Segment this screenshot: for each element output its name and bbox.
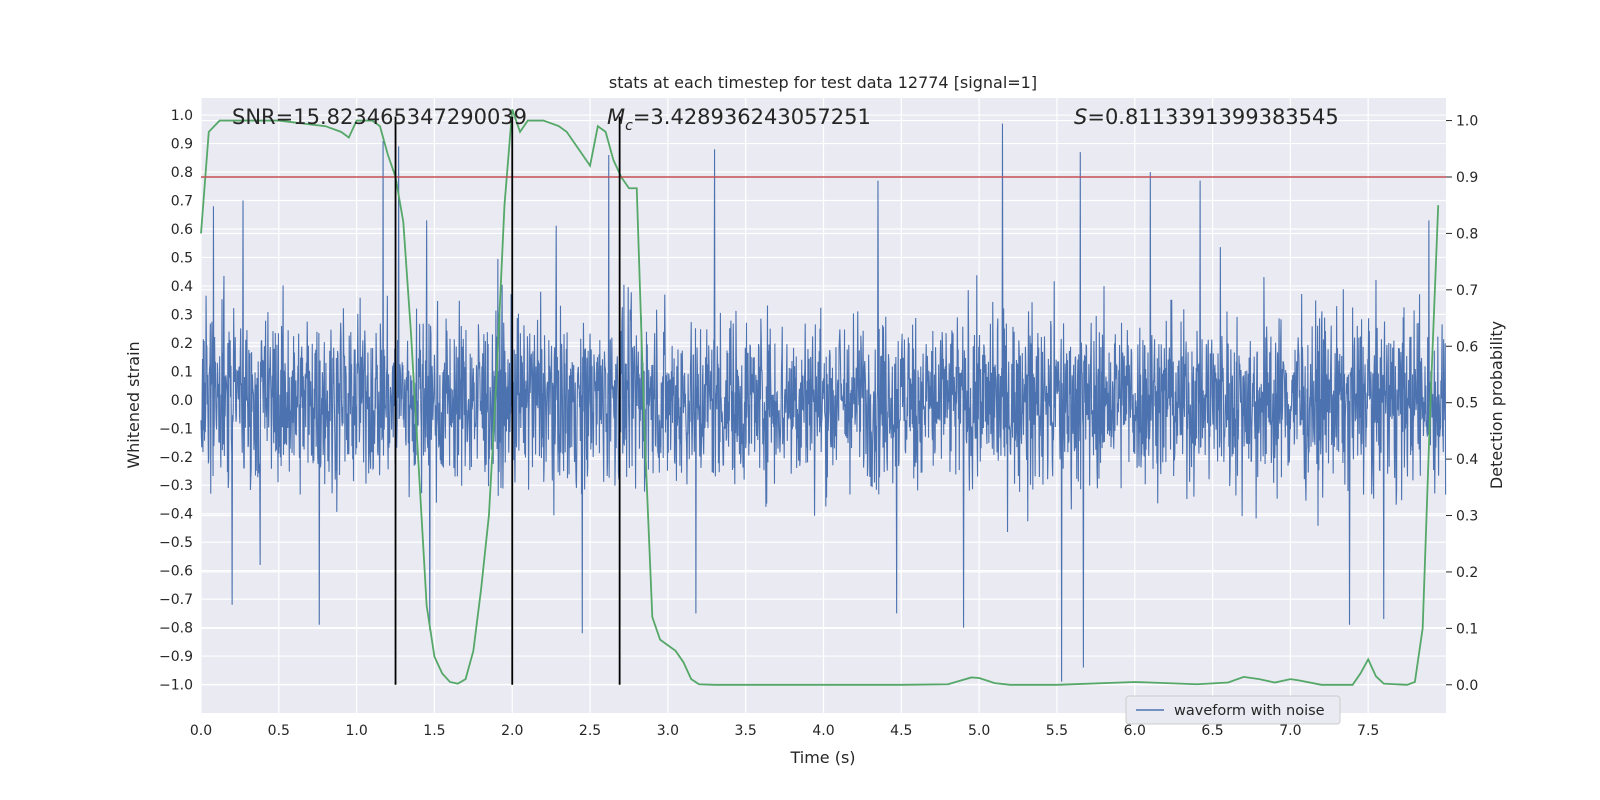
waveform-series <box>200 123 1447 682</box>
mc-subscript: c <box>625 118 633 134</box>
s-annotation: S=0.8113391399383545 <box>1074 105 1339 129</box>
y-axis-right-ticks: 1.0 0.9 0.8 0.7 0.6 0.5 0.4 0.3 0.2 0.1 0.0 <box>1446 114 1478 694</box>
y-axis-left-label: Whitened strain <box>124 341 143 468</box>
x-tick-label: 3.5 <box>735 723 757 739</box>
x-tick-label: 1.0 <box>345 723 367 739</box>
y-left-tick-label: −0.4 <box>159 507 193 523</box>
y-left-tick-label: −0.5 <box>159 535 193 551</box>
waveform-line <box>200 123 1447 682</box>
x-tick-label: 6.0 <box>1124 723 1146 739</box>
legend: waveform with noise <box>1125 695 1341 725</box>
x-tick-label: 2.5 <box>579 723 601 739</box>
chart-title: stats at each timestep for test data 127… <box>609 73 1037 92</box>
y-right-tick-label: 0.0 <box>1456 678 1478 694</box>
x-tick-label: 1.5 <box>423 723 445 739</box>
x-tick-label: 3.0 <box>657 723 679 739</box>
vertical-markers <box>394 116 621 685</box>
y-right-tick-label: 0.8 <box>1456 226 1478 242</box>
y-right-tick-label: 1.0 <box>1456 114 1478 130</box>
y-right-tick-label: 0.7 <box>1456 283 1478 299</box>
y-left-tick-label: 0.9 <box>171 137 193 153</box>
x-tick-label: 4.0 <box>812 723 834 739</box>
y-left-tick-label: 0.8 <box>171 165 193 181</box>
x-tick-label: 0.5 <box>268 723 290 739</box>
probability-series <box>200 108 1440 686</box>
y-left-tick-label: 1.0 <box>171 108 193 124</box>
s-symbol: S <box>1074 105 1087 129</box>
x-tick-label: 4.5 <box>890 723 912 739</box>
y-left-tick-label: 0.7 <box>171 194 193 210</box>
x-tick-label: 2.0 <box>501 723 523 739</box>
y-left-tick-label: −0.7 <box>159 592 193 608</box>
y-axis-left-ticks: 1.0 0.9 0.8 0.7 0.6 0.5 0.4 0.3 0.2 0.1 0.0 −0.1 −0.… <box>159 108 193 693</box>
y-left-tick-label: 0.0 <box>171 393 193 409</box>
x-tick-label: 6.5 <box>1201 723 1223 739</box>
legend-box <box>1125 695 1341 725</box>
mc-value: =3.428936243057251 <box>633 105 871 129</box>
legend-label-waveform: waveform with noise <box>1174 703 1325 719</box>
y-left-tick-label: −1.0 <box>159 678 193 694</box>
detection-probability-line <box>200 108 1440 686</box>
y-left-tick-label: 0.4 <box>171 279 193 295</box>
y-left-tick-label: −0.6 <box>159 564 193 580</box>
x-axis-ticks: 0.0 0.5 1.0 1.5 2.0 2.5 3.0 3.5 4.0 4.5 5.0 5.5 6.0 6… <box>190 723 1379 739</box>
y-right-tick-label: 0.9 <box>1456 170 1478 186</box>
y-right-tick-label: 0.5 <box>1456 396 1478 412</box>
x-tick-label: 5.0 <box>968 723 990 739</box>
chirp-mass-annotation: Mc=3.428936243057251 <box>607 105 871 134</box>
x-tick-label: 7.0 <box>1279 723 1301 739</box>
y-right-tick-label: 0.2 <box>1456 565 1478 581</box>
x-tick-label: 5.5 <box>1046 723 1068 739</box>
mc-symbol: M <box>607 105 625 129</box>
snr-annotation: SNR=15.823465347290039 <box>232 105 527 129</box>
y-left-tick-label: −0.2 <box>159 450 193 466</box>
s-value: =0.8113391399383545 <box>1087 105 1338 129</box>
y-right-tick-label: 0.1 <box>1456 621 1478 637</box>
y-left-tick-label: 0.5 <box>171 250 193 266</box>
y-left-tick-label: 0.6 <box>171 222 193 238</box>
y-left-tick-label: −0.8 <box>159 621 193 637</box>
y-left-tick-label: 0.2 <box>171 336 193 352</box>
y-right-tick-label: 0.3 <box>1456 509 1478 525</box>
x-tick-label: 7.5 <box>1357 723 1379 739</box>
y-right-tick-label: 0.6 <box>1456 339 1478 355</box>
x-tick-label: 0.0 <box>190 723 212 739</box>
x-axis-label: Time (s) <box>789 748 855 767</box>
y-left-tick-label: −0.3 <box>159 478 193 494</box>
y-left-tick-label: −0.1 <box>159 421 193 437</box>
y-right-tick-label: 0.4 <box>1456 452 1478 468</box>
y-axis-right-label: Detection probability <box>1487 321 1506 489</box>
y-left-tick-label: −0.9 <box>159 649 193 665</box>
y-left-tick-label: 0.3 <box>171 307 193 323</box>
y-left-tick-label: 0.1 <box>171 364 193 380</box>
